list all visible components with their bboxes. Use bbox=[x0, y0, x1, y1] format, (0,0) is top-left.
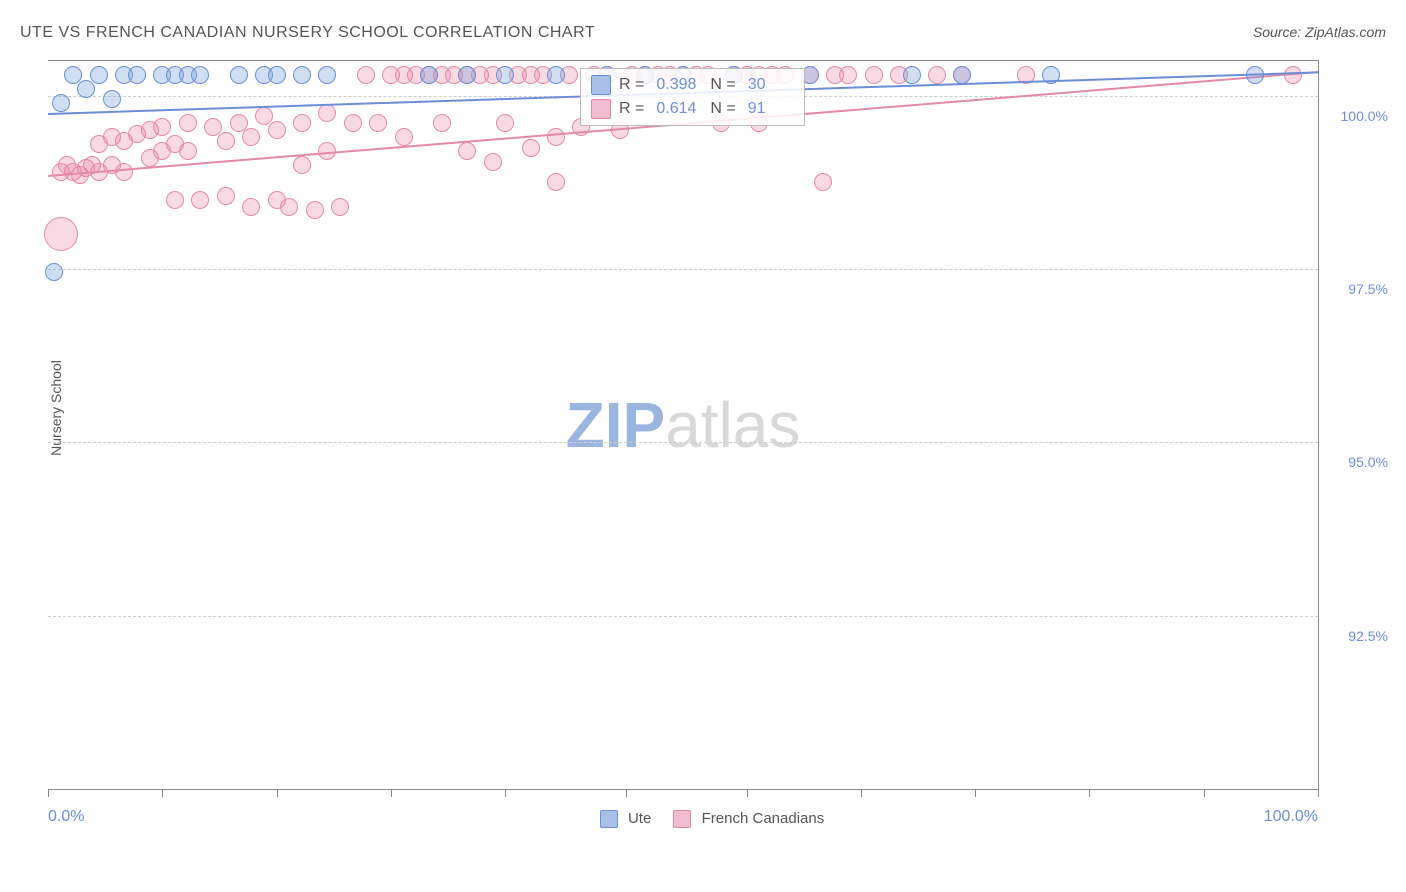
swatch-fc bbox=[591, 99, 611, 119]
fc-point bbox=[496, 114, 514, 132]
ute-point bbox=[268, 66, 286, 84]
xtick bbox=[391, 789, 392, 797]
fc-point bbox=[268, 121, 286, 139]
ute-point bbox=[318, 66, 336, 84]
fc-point bbox=[115, 163, 133, 181]
xtick bbox=[861, 789, 862, 797]
fc-point bbox=[433, 114, 451, 132]
ute-point bbox=[547, 66, 565, 84]
fc-point bbox=[839, 66, 857, 84]
xtick bbox=[747, 789, 748, 797]
fc-point bbox=[191, 191, 209, 209]
gridline bbox=[48, 616, 1318, 617]
fc-point bbox=[217, 187, 235, 205]
ute-point bbox=[128, 66, 146, 84]
ute-point bbox=[420, 66, 438, 84]
fc-point bbox=[217, 132, 235, 150]
fc-point bbox=[865, 66, 883, 84]
legend-swatch-fc bbox=[673, 810, 691, 828]
stats-legend-box: R = 0.398 N = 30 R = 0.614 N = 91 bbox=[580, 68, 805, 126]
fc-point bbox=[357, 66, 375, 84]
ute-point bbox=[45, 263, 63, 281]
ute-point bbox=[953, 66, 971, 84]
fc-point bbox=[179, 142, 197, 160]
source-label: Source: ZipAtlas.com bbox=[1253, 24, 1386, 40]
legend: Ute French Canadians bbox=[0, 810, 1406, 828]
fc-point bbox=[331, 198, 349, 216]
watermark: ZIPatlas bbox=[566, 388, 801, 462]
gridline bbox=[48, 442, 1318, 443]
ute-point bbox=[293, 66, 311, 84]
stats-row-fc: R = 0.614 N = 91 bbox=[591, 97, 794, 121]
stats-row-ute: R = 0.398 N = 30 bbox=[591, 73, 794, 97]
ute-point bbox=[52, 94, 70, 112]
gridline bbox=[48, 269, 1318, 270]
chart-header: UTE VS FRENCH CANADIAN NURSERY SCHOOL CO… bbox=[20, 24, 1386, 48]
xtick bbox=[975, 789, 976, 797]
fc-point bbox=[484, 153, 502, 171]
legend-label-fc: French Canadians bbox=[702, 810, 825, 827]
fc-point bbox=[547, 128, 565, 146]
ytick-label: 100.0% bbox=[1328, 108, 1388, 124]
chart-title: UTE VS FRENCH CANADIAN NURSERY SCHOOL CO… bbox=[20, 24, 595, 41]
fc-point bbox=[166, 191, 184, 209]
chart-plot-area: ZIPatlas 100.0%97.5%95.0%92.5% bbox=[48, 60, 1319, 790]
xtick bbox=[626, 789, 627, 797]
fc-point bbox=[293, 114, 311, 132]
swatch-ute bbox=[591, 75, 611, 95]
fc-point bbox=[395, 128, 413, 146]
legend-swatch-ute bbox=[600, 810, 618, 828]
fc-point bbox=[318, 104, 336, 122]
xtick bbox=[48, 789, 49, 797]
legend-label-ute: Ute bbox=[628, 810, 651, 827]
ute-point bbox=[77, 80, 95, 98]
fc-point bbox=[928, 66, 946, 84]
fc-point bbox=[814, 173, 832, 191]
xtick bbox=[277, 789, 278, 797]
ute-point bbox=[903, 66, 921, 84]
xtick bbox=[505, 789, 506, 797]
ute-point bbox=[496, 66, 514, 84]
xtick bbox=[1204, 789, 1205, 797]
fc-point bbox=[306, 201, 324, 219]
ute-point bbox=[103, 90, 121, 108]
ute-point bbox=[230, 66, 248, 84]
ute-point bbox=[90, 66, 108, 84]
xtick bbox=[1089, 789, 1090, 797]
fc-point bbox=[344, 114, 362, 132]
fc-point bbox=[280, 198, 298, 216]
fc-point bbox=[242, 198, 260, 216]
xtick bbox=[162, 789, 163, 797]
xtick bbox=[1318, 789, 1319, 797]
fc-point bbox=[522, 139, 540, 157]
ute-point bbox=[191, 66, 209, 84]
fc-point bbox=[242, 128, 260, 146]
ute-point bbox=[458, 66, 476, 84]
fc-point bbox=[458, 142, 476, 160]
fc-point bbox=[547, 173, 565, 191]
ytick-label: 97.5% bbox=[1328, 281, 1388, 297]
fc-point bbox=[179, 114, 197, 132]
fc-point bbox=[44, 217, 78, 251]
ytick-label: 95.0% bbox=[1328, 454, 1388, 470]
fc-point bbox=[153, 118, 171, 136]
fc-point bbox=[293, 156, 311, 174]
ytick-label: 92.5% bbox=[1328, 628, 1388, 644]
fc-point bbox=[369, 114, 387, 132]
